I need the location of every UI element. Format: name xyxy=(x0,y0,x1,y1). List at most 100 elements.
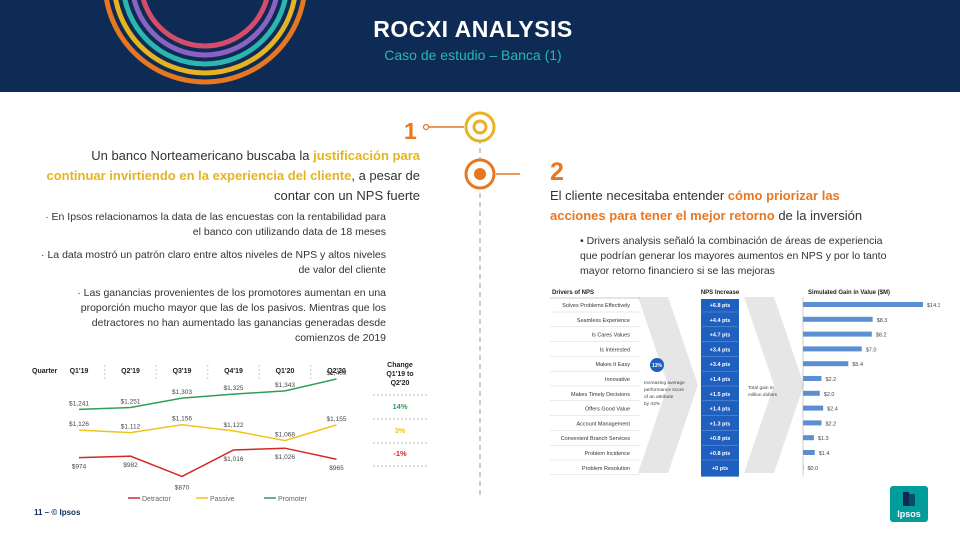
change-header: Q2'20 xyxy=(391,380,410,387)
gain-bar xyxy=(803,302,923,307)
data-label: $1,156 xyxy=(172,416,192,423)
right-lead: El cliente necesitaba entender cómo prio… xyxy=(550,188,863,223)
gain-value-label: $8.3 xyxy=(877,318,888,324)
data-label: $974 xyxy=(72,464,87,471)
profit-line-chart: Quarter Q1'19 Q2'19 Q3'19 Q4'19 Q1'20 Q2'20 $97… xyxy=(32,362,428,503)
driver-label: Problem Resolution xyxy=(582,466,630,472)
nps-increase-value: +4.4 pts xyxy=(710,318,731,324)
gain-bar xyxy=(803,361,849,367)
change-value: 14% xyxy=(392,402,407,411)
series-line-detractor xyxy=(78,447,337,478)
right-bullet: • Drivers analysis señaló la combinación… xyxy=(580,235,887,277)
x-tick-label: Q2'20 xyxy=(327,368,346,375)
change-header: Q1'19 to xyxy=(386,371,413,378)
left-bullet-2: · La data mostró un patrón claro entre a… xyxy=(41,249,386,276)
legend-label: Promoter xyxy=(278,496,307,503)
driver-label: Problem Incidence xyxy=(584,451,630,457)
gain-bar xyxy=(803,405,824,411)
chevron-arrow-icon xyxy=(638,297,698,473)
left-bullet-1: · En Ipsos relacionamos la data de las e… xyxy=(45,211,386,238)
nps-increase-value: +0.8 pts xyxy=(710,436,731,442)
drivers-bar-chart: Drivers of NPS NPS Increase Simulated Gain… xyxy=(550,290,940,477)
driver-label: Account Management xyxy=(576,421,630,427)
data-label: $1,303 xyxy=(172,389,192,396)
header-banner: ROCXI ANALYSIS Caso de estudio – Banca (… xyxy=(0,0,960,92)
gain-note: million dollars xyxy=(748,392,778,398)
x-tick-label: Q2'19 xyxy=(121,368,140,375)
left-bullet-3: · Las ganancias provenientes de los prom… xyxy=(77,287,386,344)
step-number-1: 1 xyxy=(404,118,417,144)
driver-label: Makes Timely Decisions xyxy=(571,392,630,398)
gain-header: Simulated Gain in Value ($M) xyxy=(808,290,890,296)
increase-header: NPS Increase xyxy=(701,290,740,296)
data-label: $982 xyxy=(123,462,138,469)
gain-bar xyxy=(803,420,822,426)
change-header: Change xyxy=(387,362,413,369)
gain-value-label: $14.3 xyxy=(927,303,940,309)
gain-value-label: $1.4 xyxy=(819,451,830,457)
ipsos-logo: Ipsos xyxy=(890,486,928,522)
driver-label: Innovative xyxy=(605,377,630,383)
gain-value-label: $2.2 xyxy=(825,377,836,383)
data-label: $1,026 xyxy=(275,454,295,461)
change-value: 3% xyxy=(395,426,406,435)
step-number-2: 2 xyxy=(550,158,564,186)
nps-increase-value: +1.3 pts xyxy=(710,421,731,427)
gain-value-label: $1.3 xyxy=(818,436,829,442)
data-label: $1,409 xyxy=(327,370,347,377)
chevron-arrow-icon xyxy=(744,297,804,473)
callout-badge xyxy=(650,358,664,372)
gain-bar xyxy=(803,435,814,441)
nps-increase-value: +4.7 pts xyxy=(710,333,731,339)
callout-text: by 43% xyxy=(644,401,661,407)
data-label: $1,016 xyxy=(224,456,244,463)
nps-increase-value: +1.4 pts xyxy=(710,407,731,413)
gain-bar xyxy=(803,346,862,352)
nps-increase-value: +3.4 pts xyxy=(710,362,731,368)
legend-label: Passive xyxy=(210,496,235,503)
series-line-promoter xyxy=(78,378,337,411)
gain-bar xyxy=(803,316,873,322)
data-label: $1,155 xyxy=(327,416,347,423)
series-line-passive xyxy=(78,423,337,442)
data-label: $1,343 xyxy=(275,382,295,389)
timeline xyxy=(422,111,520,495)
callout-text: performance score xyxy=(644,387,684,393)
gain-value-label: $2.0 xyxy=(824,392,835,398)
footer-brand: © Ipsos xyxy=(51,508,81,517)
legend-label: Detractor xyxy=(142,496,171,503)
change-value: -1% xyxy=(393,449,407,458)
nps-increase-value: +1.5 pts xyxy=(710,392,731,398)
nps-increase-value: +1.4 pts xyxy=(710,377,731,383)
nps-increase-value: +6.8 pts xyxy=(710,303,731,309)
increase-column xyxy=(701,299,739,477)
gain-note: Total gain in xyxy=(748,385,774,391)
gain-bar xyxy=(803,390,820,396)
gain-value-label: $0.0 xyxy=(808,466,819,472)
data-label: $870 xyxy=(175,484,190,491)
data-label: $965 xyxy=(329,465,344,472)
data-label: $1,122 xyxy=(224,422,244,429)
driver-label: Is Cares Values xyxy=(592,333,631,339)
driver-label: Makes It Easy xyxy=(595,362,630,368)
driver-label: Convenient Branch Services xyxy=(561,436,631,442)
gain-value-label: $5.4 xyxy=(852,362,863,368)
footer: 11 – © Ipsos xyxy=(34,508,80,517)
page-title: ROCXI ANALYSIS xyxy=(373,16,573,42)
callout-badge-text: 13% xyxy=(652,363,663,369)
gain-bar xyxy=(803,376,822,381)
gain-value-label: $8.2 xyxy=(876,333,887,339)
decorative-arcs xyxy=(104,0,306,85)
driver-label: Seamless Experience xyxy=(577,318,630,324)
driver-label: Solves Problems Effectively xyxy=(562,303,630,309)
gain-bar xyxy=(803,331,872,337)
gain-bar xyxy=(803,450,815,455)
nps-increase-value: +0 pts xyxy=(712,466,728,472)
quarter-label: Quarter xyxy=(32,368,58,375)
x-tick-label: Q3'19 xyxy=(173,368,192,375)
data-label: $1,068 xyxy=(275,432,295,439)
page-subtitle: Caso de estudio – Banca (1) xyxy=(384,47,562,63)
gain-value-label: $7.0 xyxy=(866,347,877,353)
data-label: $1,251 xyxy=(121,399,141,406)
x-tick-label: Q1'20 xyxy=(276,368,295,375)
